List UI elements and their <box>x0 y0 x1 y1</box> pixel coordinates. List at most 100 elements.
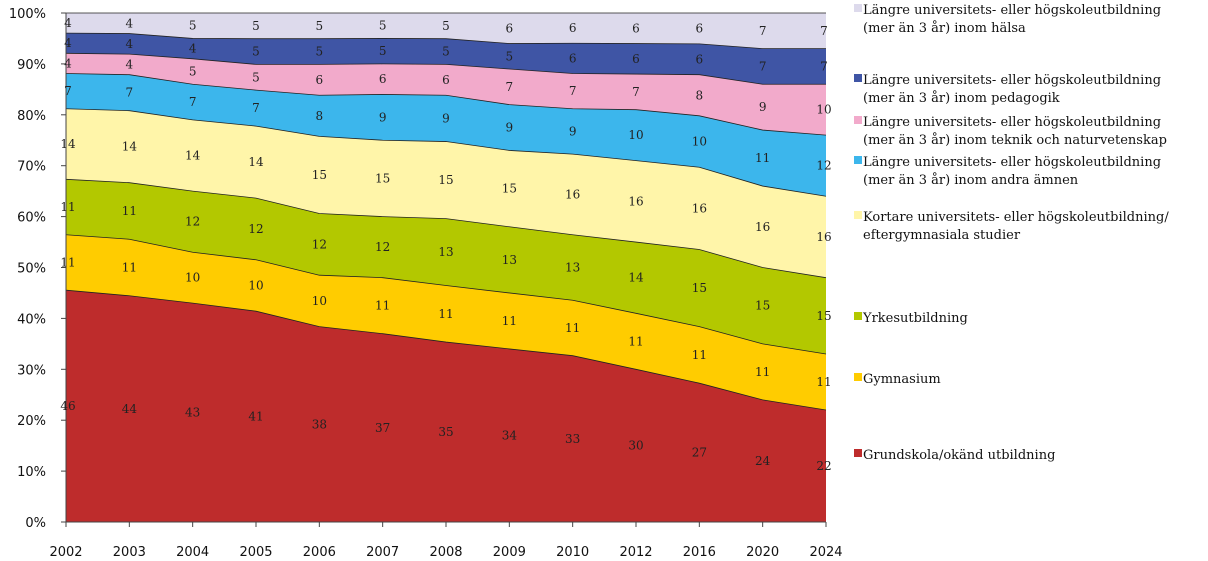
data-label: 16 <box>628 194 643 208</box>
data-label: 4 <box>126 16 134 30</box>
y-tick-label: 30% <box>17 363 46 378</box>
data-label: 34 <box>502 428 518 442</box>
legend-label: Längre universitets- eller högskoleutbil… <box>863 3 1161 18</box>
y-tick-label: 20% <box>17 414 46 429</box>
legend-label: (mer än 3 år) inom andra ämnen <box>863 172 1079 188</box>
data-label: 41 <box>248 410 263 424</box>
data-label: 4 <box>64 56 72 70</box>
data-label: 7 <box>632 85 640 99</box>
y-tick-label: 60% <box>17 211 46 226</box>
data-label: 15 <box>502 182 517 196</box>
legend-swatch <box>854 373 862 381</box>
data-label: 35 <box>438 425 453 439</box>
data-label: 14 <box>60 137 76 151</box>
data-label: 11 <box>628 334 643 348</box>
x-tick-label: 2008 <box>429 545 462 560</box>
data-label: 4 <box>64 16 72 30</box>
data-label: 5 <box>442 19 450 33</box>
data-label: 16 <box>565 187 580 201</box>
data-label: 4 <box>126 57 134 71</box>
area-boundary-6 <box>65 32 826 50</box>
data-label: 12 <box>375 240 390 254</box>
area-boundary-0 <box>65 289 827 411</box>
x-tick-label: 2024 <box>809 545 842 560</box>
legend-label: Kortare universitets- eller högskoleutbi… <box>863 210 1169 225</box>
y-tick-label: 50% <box>17 262 46 277</box>
data-label: 6 <box>379 72 387 86</box>
x-tick-label: 2012 <box>619 545 652 560</box>
legend-label: (mer än 3 år) inom teknik och naturveten… <box>863 132 1167 148</box>
area-series-2 <box>66 179 826 355</box>
data-label: 9 <box>379 110 387 124</box>
data-label: 6 <box>442 73 450 87</box>
area-boundary-3 <box>65 108 827 197</box>
area-series-6 <box>66 33 826 85</box>
data-label: 10 <box>312 294 327 308</box>
data-label: 14 <box>122 140 138 154</box>
legend-label: eftergymnasiala studier <box>863 228 1021 243</box>
data-label: 15 <box>692 281 707 295</box>
data-label: 43 <box>185 406 200 420</box>
data-label: 12 <box>185 215 200 229</box>
data-label: 5 <box>252 19 260 33</box>
data-label: 22 <box>816 459 831 473</box>
x-tick-label: 2002 <box>49 545 82 560</box>
data-label: 5 <box>316 19 324 33</box>
data-label: 11 <box>60 255 75 269</box>
data-label: 11 <box>692 348 707 362</box>
data-label: 4 <box>64 36 72 50</box>
x-tick-label: 2003 <box>113 545 146 560</box>
y-tick-label: 90% <box>17 58 46 73</box>
data-label: 6 <box>696 52 704 66</box>
data-label: 38 <box>312 417 327 431</box>
data-label: 6 <box>632 21 640 35</box>
data-label: 11 <box>816 375 831 389</box>
data-label: 6 <box>569 51 577 65</box>
data-label: 5 <box>379 44 387 58</box>
data-label: 14 <box>628 271 644 285</box>
x-tick-label: 2006 <box>303 545 336 560</box>
data-label: 24 <box>755 454 771 468</box>
data-label: 7 <box>64 84 72 98</box>
y-tick-label: 0% <box>25 516 46 531</box>
area-series-1 <box>66 234 826 411</box>
data-label: 16 <box>755 220 770 234</box>
x-tick-label: 2020 <box>746 545 779 560</box>
data-label: 5 <box>252 70 260 84</box>
data-label: 15 <box>375 171 390 185</box>
data-label: 33 <box>565 432 580 446</box>
data-label: 9 <box>759 100 767 114</box>
data-label: 13 <box>565 261 580 275</box>
data-label: 12 <box>248 222 263 236</box>
legend-label: Grundskola/okänd utbildning <box>863 448 1055 463</box>
data-label: 7 <box>820 59 828 73</box>
x-tick-label: 2010 <box>556 545 589 560</box>
y-tick-label: 70% <box>17 160 46 175</box>
data-label: 6 <box>696 21 704 35</box>
data-label: 10 <box>185 271 200 285</box>
x-tick-label: 2004 <box>176 545 209 560</box>
legend-swatch <box>854 4 862 12</box>
data-label: 6 <box>506 21 514 35</box>
data-label: 10 <box>816 103 831 117</box>
data-label: 14 <box>248 155 264 169</box>
data-label: 5 <box>252 45 260 59</box>
legend-label: Längre universitets- eller högskoleutbil… <box>863 115 1161 130</box>
data-label: 15 <box>755 299 770 313</box>
data-label: 7 <box>820 24 828 38</box>
data-label: 9 <box>569 124 577 138</box>
data-label: 11 <box>60 200 75 214</box>
legend-label: Yrkesutbildning <box>862 311 968 326</box>
data-label: 11 <box>755 151 770 165</box>
area-boundary-5 <box>65 52 826 85</box>
legend-swatch <box>854 312 862 320</box>
data-label: 8 <box>316 109 324 123</box>
data-label: 15 <box>816 309 831 323</box>
data-label: 44 <box>122 402 138 416</box>
area-series-3 <box>66 108 826 278</box>
x-tick-label: 2007 <box>366 545 399 560</box>
data-label: 12 <box>312 237 327 251</box>
x-tick-label: 2009 <box>493 545 526 560</box>
